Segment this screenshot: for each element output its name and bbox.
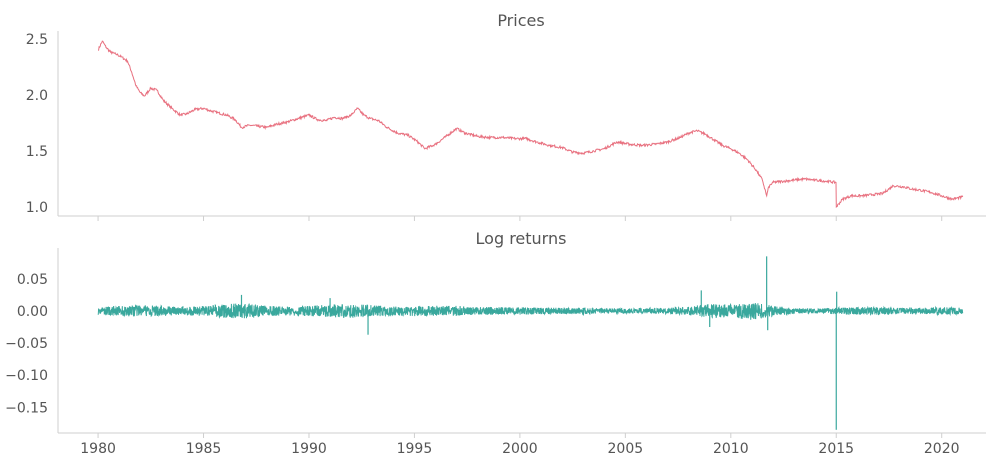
log-returns-x-tick-label: 2020 xyxy=(924,441,960,457)
prices-y-tick-label: 1.0 xyxy=(26,200,48,216)
log-returns-x-tick-label: 2005 xyxy=(608,441,644,457)
log-returns-x-tick-label: 1995 xyxy=(397,441,433,457)
log-returns-x-tick-label: 1985 xyxy=(186,441,222,457)
prices-y-tick-label: 2.0 xyxy=(26,88,48,104)
log-returns-title: Log returns xyxy=(476,229,567,248)
log-returns-y-tick-label: −0.10 xyxy=(5,368,48,384)
log-returns-spikes xyxy=(240,256,838,430)
prices-y-ticks: 1.0 1.5 2.0 2.5 xyxy=(26,32,48,216)
prices-y-tick-label: 2.5 xyxy=(26,32,48,48)
log-returns-x-tick-label: 1990 xyxy=(291,441,327,457)
log-returns-y-tick-label: −0.05 xyxy=(5,336,48,352)
log-returns-series-line xyxy=(97,302,964,320)
log-returns-x-ticks: 1980 1985 1990 1995 2000 2005 2010 2015 2020 xyxy=(80,433,960,457)
log-returns-x-tick-label: 2000 xyxy=(502,441,538,457)
log-returns-panel: Log returns 0.05 0.00 −0.05 −0.10 −0.15 1980… xyxy=(5,229,986,457)
log-returns-y-tick-label: 0.05 xyxy=(17,272,48,288)
log-returns-x-tick-label: 2010 xyxy=(713,441,749,457)
prices-series-line xyxy=(98,40,964,209)
log-returns-y-tick-label: −0.15 xyxy=(5,400,48,416)
prices-panel: Prices 1.0 1.5 2.0 2.5 xyxy=(26,11,986,221)
prices-x-ticks xyxy=(97,216,943,221)
log-returns-x-tick-label: 2015 xyxy=(818,441,854,457)
prices-title: Prices xyxy=(497,11,544,30)
log-returns-y-tick-label: 0.00 xyxy=(17,304,48,320)
prices-y-tick-label: 1.5 xyxy=(26,144,48,160)
log-returns-y-ticks: 0.05 0.00 −0.05 −0.10 −0.15 xyxy=(5,272,48,416)
log-returns-x-tick-label: 1980 xyxy=(80,441,116,457)
